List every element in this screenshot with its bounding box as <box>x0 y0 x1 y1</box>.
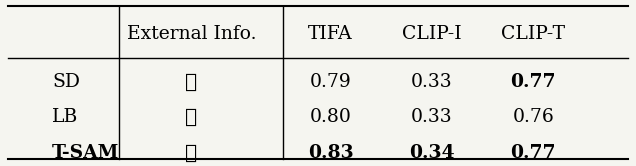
Text: CLIP-T: CLIP-T <box>501 25 565 42</box>
Text: SD: SD <box>52 73 80 91</box>
Text: 0.33: 0.33 <box>411 73 453 91</box>
Text: T-SAM: T-SAM <box>52 144 120 162</box>
Text: ✓: ✓ <box>185 108 197 127</box>
Text: LB: LB <box>52 108 78 126</box>
Text: 0.79: 0.79 <box>310 73 352 91</box>
Text: 0.33: 0.33 <box>411 108 453 126</box>
Text: CLIP-I: CLIP-I <box>402 25 462 42</box>
Text: 0.80: 0.80 <box>310 108 352 126</box>
Text: ✗: ✗ <box>185 72 197 92</box>
Text: 0.34: 0.34 <box>409 144 455 162</box>
Text: 0.76: 0.76 <box>513 108 554 126</box>
Text: External Info.: External Info. <box>127 25 256 42</box>
Text: TIFA: TIFA <box>308 25 353 42</box>
Text: 0.83: 0.83 <box>308 144 354 162</box>
Text: ✗: ✗ <box>185 143 197 163</box>
Text: 0.77: 0.77 <box>511 144 556 162</box>
Text: 0.77: 0.77 <box>511 73 556 91</box>
